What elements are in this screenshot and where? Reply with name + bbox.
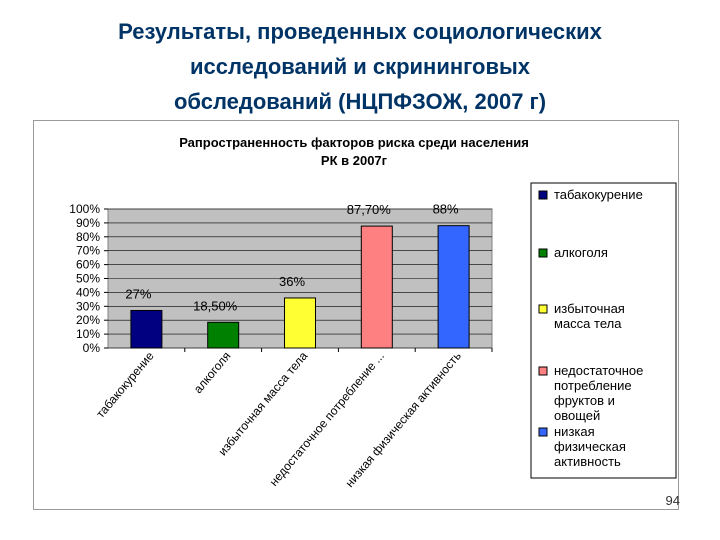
legend-label-2: алкоголя (554, 245, 608, 260)
legend-label-3: избыточная (554, 301, 625, 316)
bar-1 (130, 309, 163, 349)
legend-label-5: активность (554, 454, 621, 469)
y-tick-label: 100% (69, 202, 100, 216)
chart-title-line-1: Рапространенность факторов риска среди н… (179, 135, 529, 150)
data-label-4: 87,70% (347, 202, 392, 217)
page-number: 94 (665, 493, 680, 508)
y-tick-label: 40% (76, 285, 100, 299)
legend-label-4: овощей (554, 408, 600, 423)
legend-label-4: потребление (554, 378, 632, 393)
legend-label-5: низкая (554, 424, 595, 439)
legend-label-4: фруктов и (554, 393, 615, 408)
legend-swatch-2 (538, 248, 548, 258)
category-label-3: избыточная масса тела (215, 349, 310, 459)
slide-title-line-1: Результаты, проведенных социологических (118, 19, 602, 44)
y-tick-label: 50% (76, 272, 100, 286)
slide-title-line-3: обследований (НЦПФЗОЖ, 2007 г) (173, 89, 547, 114)
data-label-5: 88% (433, 202, 459, 217)
chart: Рапространенность факторов риска среди н… (69, 135, 677, 490)
category-label-1: табакокурение (93, 349, 157, 421)
y-tick-label: 80% (76, 230, 100, 244)
y-tick-label: 10% (76, 327, 100, 341)
legend-label-3: масса тела (554, 316, 622, 331)
legend-swatch-1 (538, 190, 548, 200)
legend-swatch-5 (538, 427, 548, 437)
bar-5 (437, 225, 470, 349)
data-label-1: 27% (125, 286, 151, 301)
y-tick-label: 30% (76, 299, 100, 313)
y-tick-label: 70% (76, 244, 100, 258)
data-label-2: 18,50% (193, 298, 238, 313)
legend-label-4: недостаточное (554, 363, 643, 378)
slide-title-line-2: исследований и скрининговых (189, 54, 531, 79)
legend-swatch-3 (538, 304, 548, 314)
y-tick-label: 0% (83, 341, 101, 355)
category-label-2: алкоголя (191, 349, 234, 396)
y-tick-label: 90% (76, 216, 100, 230)
chart-title-line-2: РК в 2007г (321, 153, 388, 168)
y-tick-label: 20% (76, 313, 100, 327)
data-label-3: 36% (279, 274, 305, 289)
bar-3 (284, 297, 316, 349)
chart-frame: Рапространенность факторов риска среди н… (33, 120, 679, 510)
bar-2 (207, 321, 240, 349)
slide-title: Результаты, проведенных социологических … (20, 14, 700, 119)
legend-label-1: табакокурение (554, 187, 643, 202)
y-tick-label: 60% (76, 258, 100, 272)
bar-4 (360, 225, 393, 349)
legend-box (530, 182, 677, 479)
legend-label-5: физическая (554, 439, 626, 454)
legend-swatch-4 (538, 366, 548, 376)
